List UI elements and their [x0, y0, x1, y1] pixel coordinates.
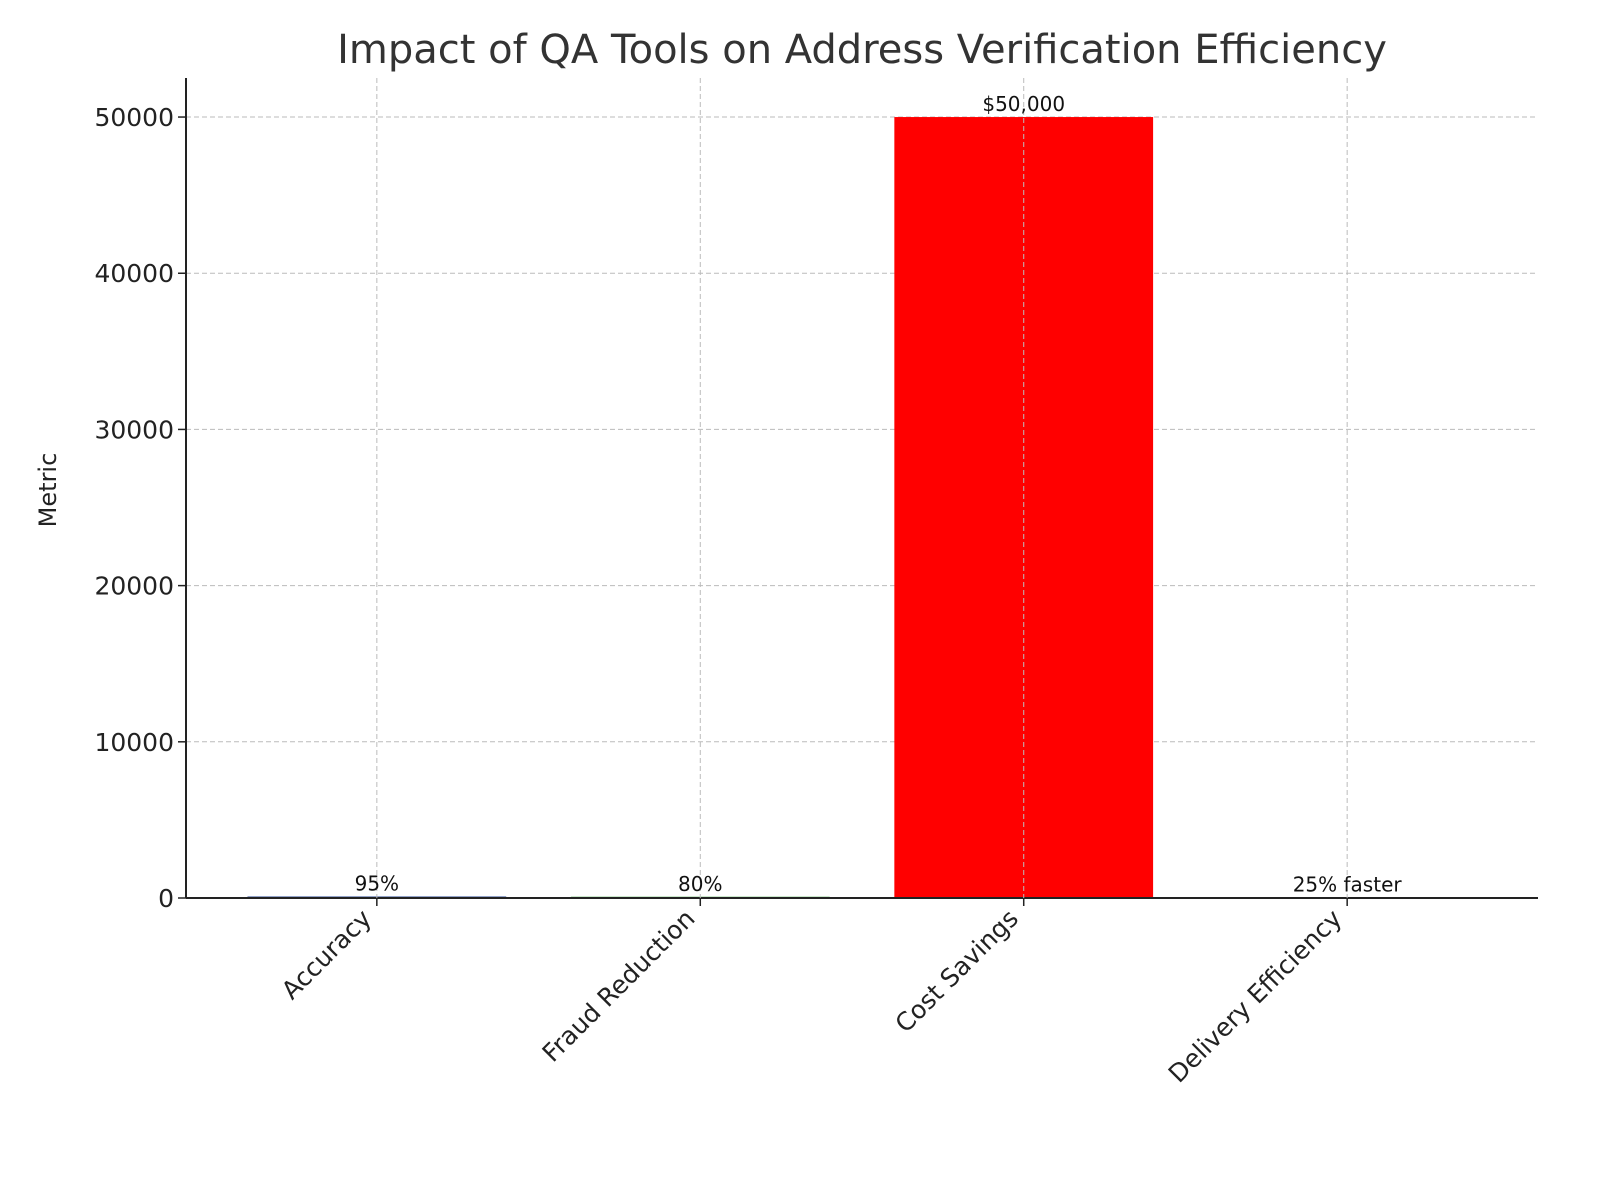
data-label: 95% [355, 872, 399, 896]
y-tick-label: 10000 [94, 728, 174, 757]
y-axis-label: Metric [34, 453, 62, 528]
y-tick-label: 50000 [94, 103, 174, 132]
chart-title: Impact of QA Tools on Address Verificati… [337, 27, 1387, 73]
y-tick-label: 40000 [94, 259, 174, 288]
x-tick-label: Delivery Efficiency [1163, 904, 1348, 1089]
x-tick-label: Cost Savings [889, 904, 1023, 1038]
x-tick-label: Fraud Reduction [537, 904, 701, 1068]
data-label: 25% faster [1293, 873, 1403, 897]
y-tick-label: 20000 [94, 572, 174, 601]
y-tick-label: 0 [158, 884, 174, 913]
data-label: $50,000 [982, 92, 1065, 116]
x-tick-label: Accuracy [276, 904, 377, 1005]
data-label: 80% [678, 872, 722, 896]
y-tick-label: 30000 [94, 415, 174, 444]
